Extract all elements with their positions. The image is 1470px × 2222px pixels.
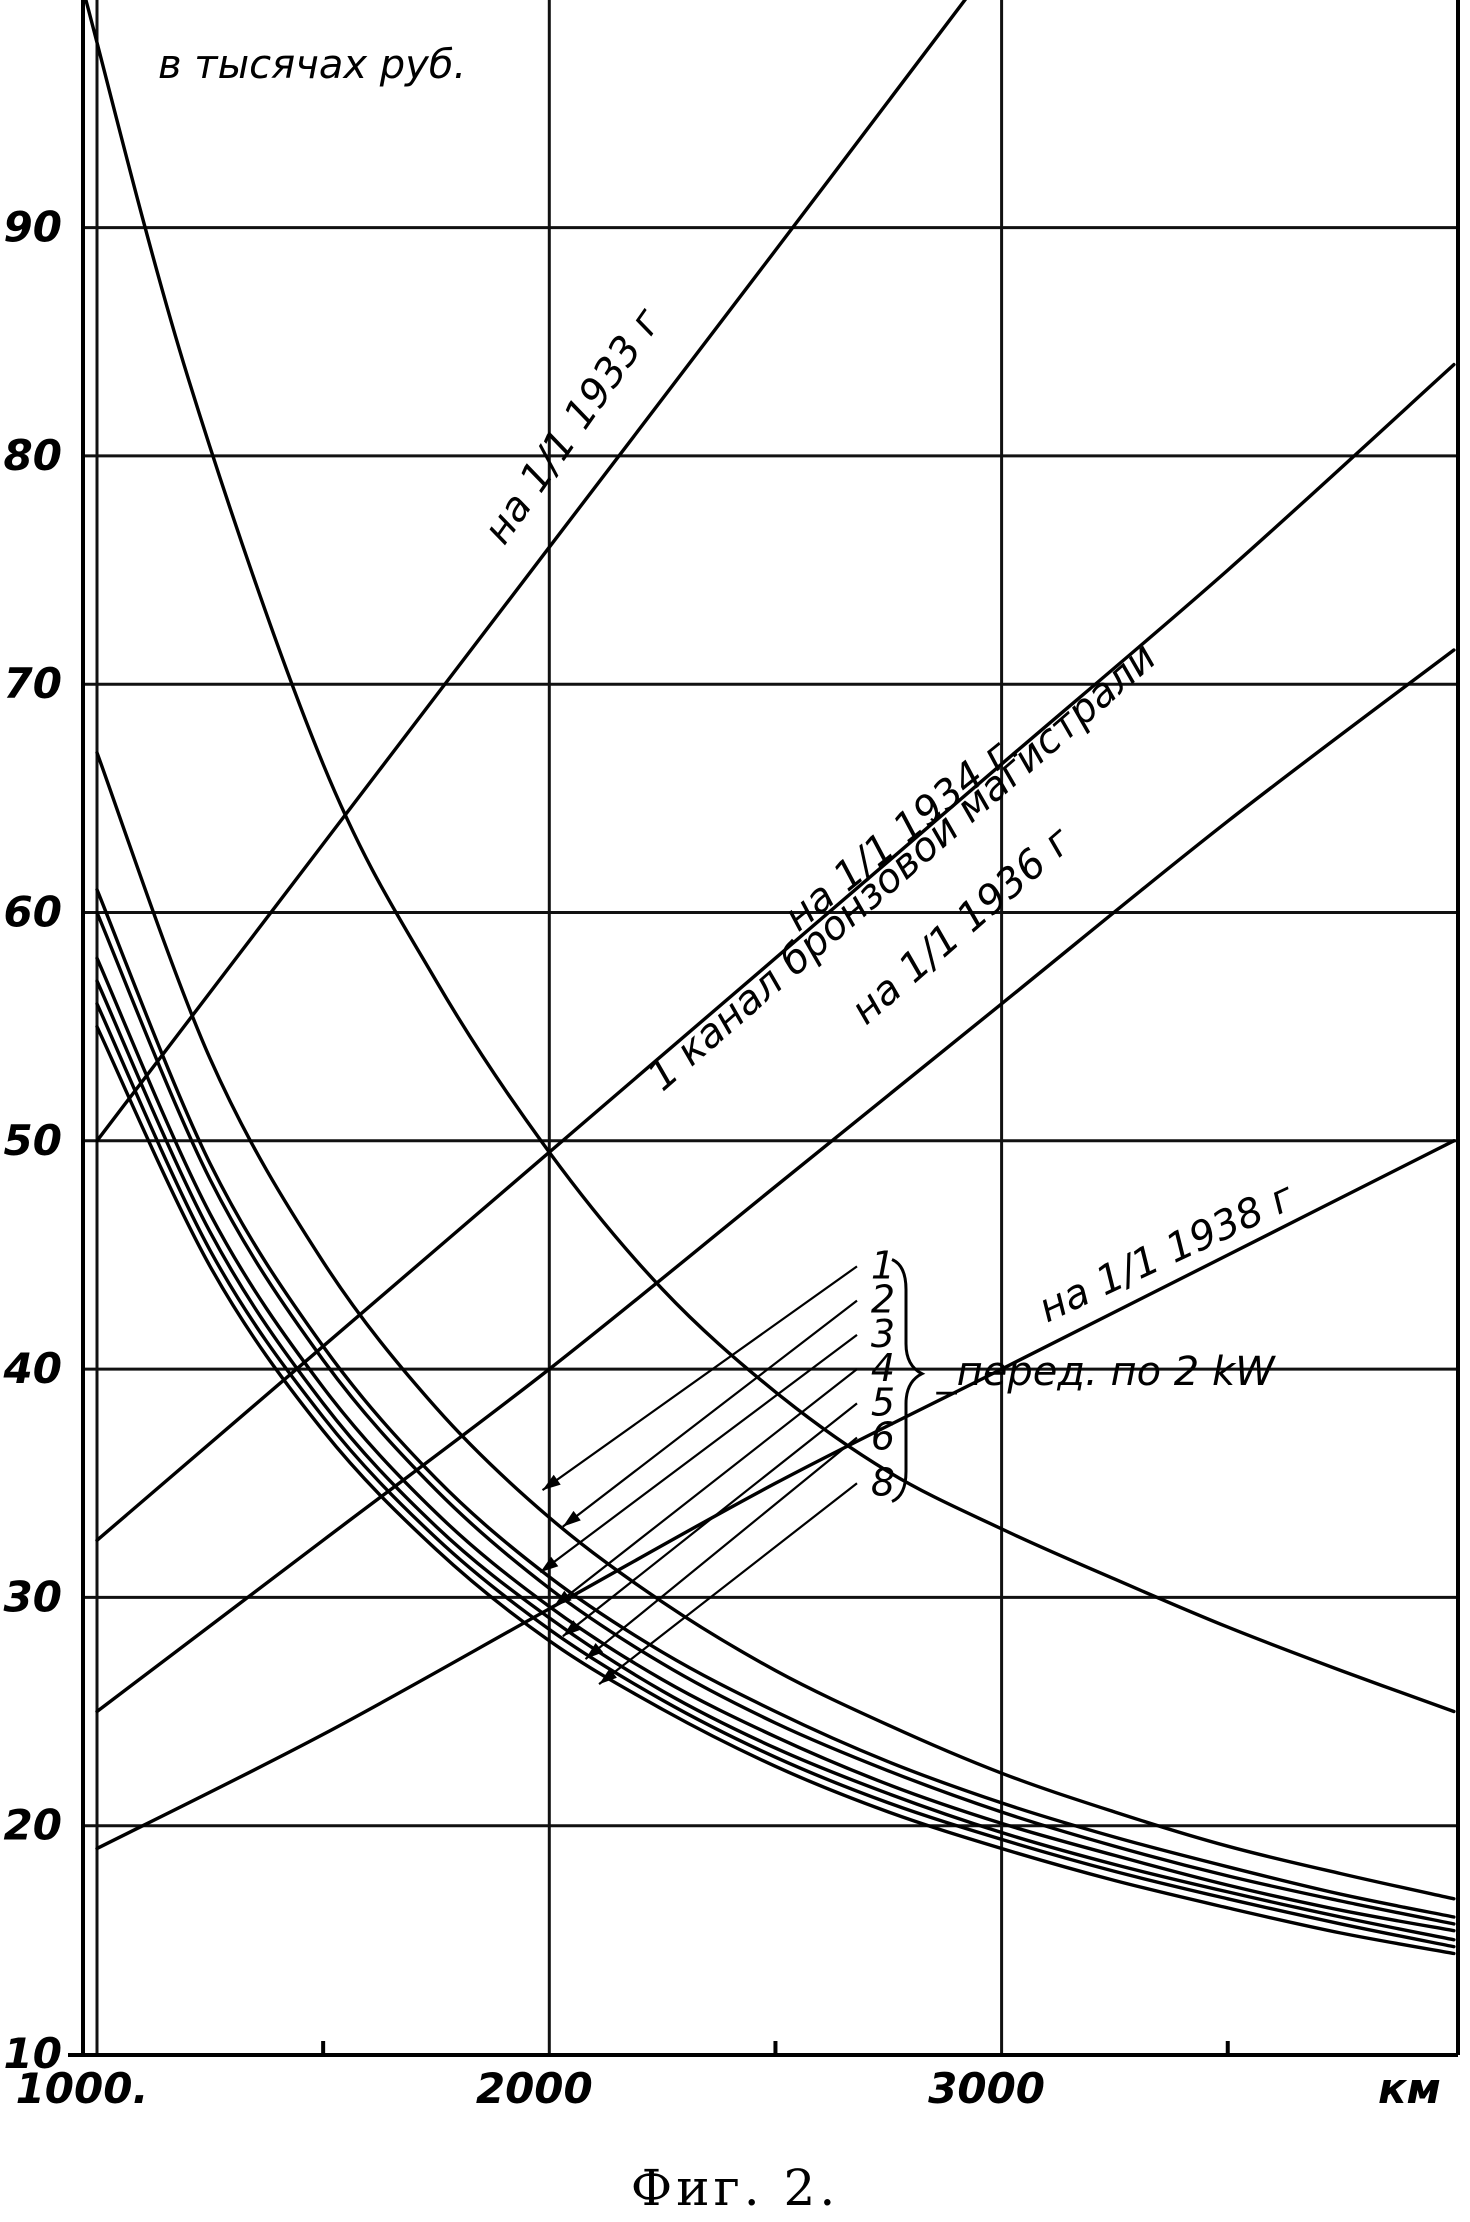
leader-line-4 bbox=[553, 1368, 858, 1608]
legend-number: 2 bbox=[871, 1278, 895, 1322]
series-transmission-2 bbox=[95, 888, 1456, 1919]
series-transmission-5 bbox=[95, 979, 1456, 1942]
figure-caption: Фиг. 2. bbox=[631, 2159, 840, 2217]
legend-number: 4 bbox=[871, 1346, 895, 1390]
series-rising-line-4 bbox=[95, 1139, 1456, 1851]
x-tick-label: 2000 bbox=[476, 2064, 593, 2113]
leader-lines bbox=[539, 1265, 858, 1686]
y-tick-label: 20 bbox=[4, 1801, 62, 1850]
y-tick-label: 80 bbox=[4, 431, 62, 480]
y-tick-label: 90 bbox=[4, 203, 62, 252]
arrow-head-6 bbox=[585, 1643, 604, 1659]
x-tick-label: 1000. bbox=[16, 2064, 149, 2113]
legend-number: 8 bbox=[871, 1460, 895, 1504]
y-tick-label: 70 bbox=[4, 659, 62, 708]
legend-number: 3 bbox=[871, 1312, 895, 1356]
series-bronze-line-curve bbox=[84, 0, 1456, 1714]
y-tick-label: 30 bbox=[4, 1572, 62, 1621]
x-tick-label: 3000 bbox=[928, 2064, 1045, 2113]
series-transmission-8 bbox=[95, 1025, 1456, 1956]
series-transmission-4 bbox=[95, 956, 1456, 1933]
leader-line-5 bbox=[562, 1402, 858, 1638]
arrow-head-1 bbox=[542, 1474, 561, 1491]
series-rising-line-3 bbox=[95, 648, 1456, 1714]
tick-labels: 10 20 30 40 50 60 70 80 90 1000. 2000 3000 bbox=[3, 203, 1046, 2113]
leader-line-1 bbox=[541, 1265, 858, 1491]
leader-line-8 bbox=[598, 1482, 858, 1686]
arrow-head-4 bbox=[553, 1590, 572, 1607]
legend-number: 6 bbox=[871, 1415, 895, 1459]
arrow-head-2 bbox=[562, 1510, 581, 1527]
leader-line-2 bbox=[562, 1299, 858, 1528]
series-transmission-1 bbox=[95, 751, 1456, 1901]
y-tick-label: 10 bbox=[4, 2029, 62, 2078]
leader-line-3 bbox=[539, 1333, 858, 1574]
axes bbox=[68, 0, 1460, 2057]
arrow-head-3 bbox=[540, 1556, 559, 1573]
label-1938: на 1/1 1938 г bbox=[1032, 1173, 1302, 1332]
arrow-head-5 bbox=[562, 1620, 581, 1637]
plot-area bbox=[84, 0, 1456, 1956]
series-transmission-6 bbox=[95, 1002, 1456, 1949]
group-brace bbox=[891, 1258, 926, 1503]
arrow-head-8 bbox=[599, 1668, 617, 1685]
y-tick-label: 40 bbox=[3, 1344, 62, 1393]
label-transmission-group: _перед. по 2 kW bbox=[936, 1349, 1277, 1395]
legend-number: 5 bbox=[871, 1380, 895, 1424]
x-unit-label: км bbox=[1378, 2064, 1441, 2113]
series-transmission-3 bbox=[95, 910, 1456, 1926]
y-tick-label: 60 bbox=[4, 888, 62, 937]
series-rising-line-1 bbox=[95, 0, 967, 1143]
label-bronze-line: 1 канал бронзовой магистрали bbox=[639, 634, 1165, 1100]
leader-line-6 bbox=[584, 1436, 858, 1660]
legend-number: 1 bbox=[871, 1243, 895, 1287]
y-tick-label: 50 bbox=[4, 1116, 62, 1165]
y-unit-label: в тысячах руб. bbox=[158, 42, 466, 88]
